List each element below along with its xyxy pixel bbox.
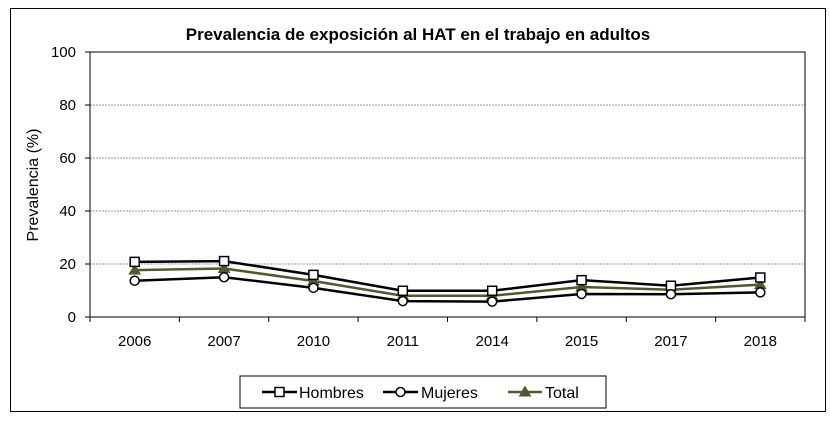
x-tick-label: 2018	[744, 333, 777, 350]
legend-label: Hombres	[299, 385, 364, 402]
data-point	[129, 275, 140, 286]
legend: Hombres Mujeres Total	[239, 375, 607, 409]
data-point	[308, 282, 319, 294]
data-point	[755, 272, 766, 283]
data-point	[129, 256, 140, 268]
series-mujeres	[129, 272, 766, 307]
series-group	[128, 255, 767, 307]
series-line	[134, 267, 761, 298]
chart-frame	[10, 8, 826, 412]
data-point	[665, 288, 677, 300]
x-tick-label: 2006	[118, 333, 151, 350]
x-tick-label: 2017	[654, 333, 687, 350]
x-tick-label: 2010	[297, 333, 330, 350]
series-line	[134, 259, 761, 293]
series-hombres	[129, 255, 766, 297]
data-point	[397, 285, 409, 297]
legend-box	[239, 375, 607, 409]
legend-marker	[395, 386, 406, 398]
data-point	[128, 263, 142, 275]
legend-item-total: Total	[508, 385, 579, 402]
x-tick-label: 2007	[207, 333, 240, 350]
data-point	[576, 274, 587, 286]
y-tick-label: 60	[59, 150, 76, 167]
data-point	[755, 287, 766, 298]
legend-label: Mujeres	[421, 385, 478, 402]
data-point	[576, 288, 587, 300]
y-tick-label: 80	[59, 97, 76, 114]
legend-item-hombres: Hombres	[262, 385, 364, 402]
data-point	[218, 272, 230, 283]
legend-marker	[274, 386, 285, 398]
x-tick-label: 2014	[476, 333, 509, 350]
legend-label: Total	[545, 385, 579, 402]
x-tick-label: 2015	[565, 333, 598, 350]
axes: 0 20 40 60 80 100 2006 2007 2010 2011 2014 2015 2017…	[51, 44, 806, 350]
data-point	[665, 280, 677, 291]
y-tick-label: 40	[59, 203, 76, 220]
chart-title: Prevalencia de exposición al HAT en el t…	[186, 25, 651, 44]
grid-lines	[90, 51, 805, 265]
y-tick-label: 0	[68, 309, 76, 326]
y-axis-label: Prevalencia (%)	[25, 129, 42, 242]
y-tick-label: 100	[51, 44, 76, 61]
data-point	[486, 285, 498, 297]
data-point	[486, 296, 498, 307]
series-line	[134, 275, 761, 303]
data-point	[308, 269, 319, 281]
x-tick-label: 2011	[387, 333, 419, 350]
legend-item-mujeres: Mujeres	[383, 385, 478, 402]
data-point	[397, 295, 409, 307]
legend-marker	[518, 385, 532, 397]
y-tick-label: 20	[59, 256, 76, 273]
data-point	[218, 255, 230, 267]
